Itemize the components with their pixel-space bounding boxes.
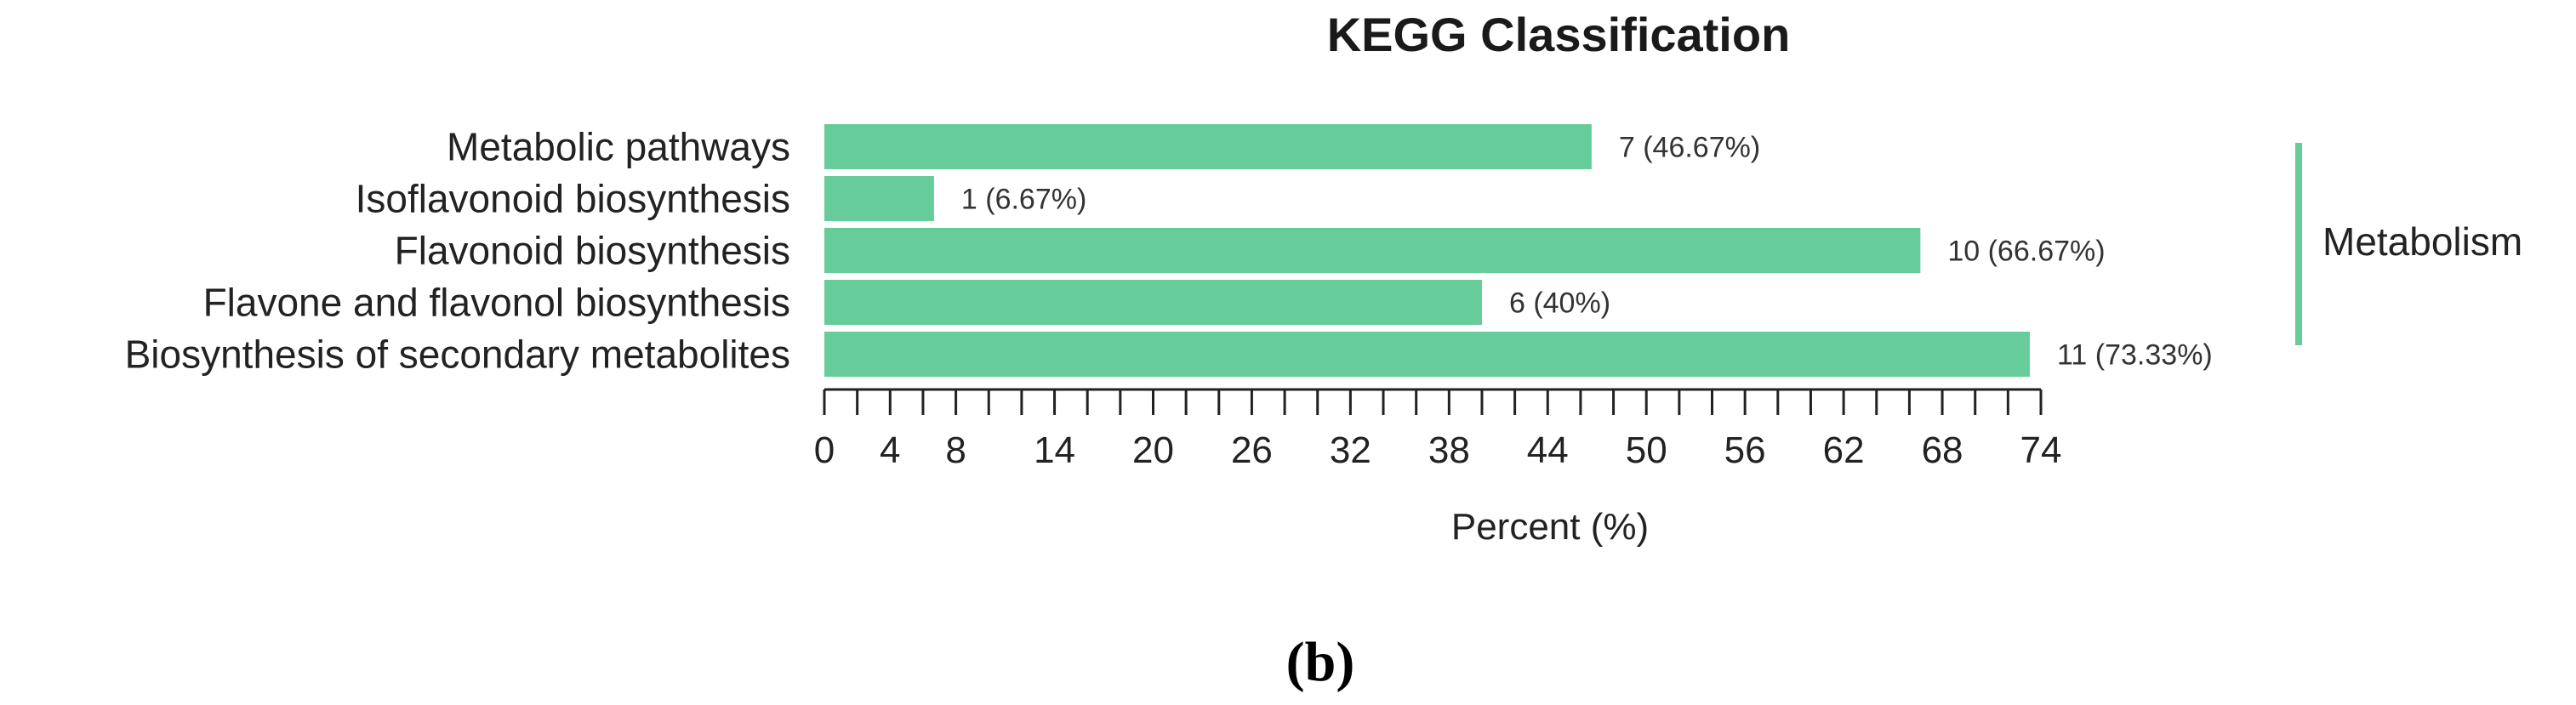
x-tick-label-0: 0	[814, 429, 835, 471]
bar-flavone-and-flavonol-biosynthesis	[824, 280, 1482, 325]
data-label-metabolic-pathways: 7 (46.67%)	[1619, 132, 1760, 164]
data-label-flavonoid-biosynthesis: 10 (66.67%)	[1947, 236, 2105, 268]
category-label-metabolic-pathways: Metabolic pathways	[447, 125, 790, 169]
category-label-biosynthesis-of-secondary-metabolites: Biosynthesis of secondary metabolites	[125, 333, 790, 377]
x-axis: 0 4 8 14 20 26 32 38 44 50 56 62 68 74	[814, 388, 2062, 471]
chart-title: KEGG Classification	[1327, 8, 1791, 61]
x-tick-label-50: 50	[1626, 429, 1667, 471]
data-labels: 7 (46.67%) 1 (6.67%) 10 (66.67%) 6 (40%) 11 …	[961, 132, 2213, 372]
x-tick-label-8: 8	[945, 429, 966, 471]
x-tick-label-44: 44	[1527, 429, 1569, 471]
bars-group	[824, 124, 2031, 377]
bar-isoflavonoid-biosynthesis	[824, 176, 934, 221]
x-tick-label-14: 14	[1034, 429, 1075, 471]
x-tick-label-26: 26	[1231, 429, 1273, 471]
bar-flavonoid-biosynthesis	[824, 228, 1921, 273]
x-tick-label-38: 38	[1428, 429, 1470, 471]
data-label-flavone-and-flavonol-biosynthesis: 6 (40%)	[1509, 287, 1610, 320]
data-label-isoflavonoid-biosynthesis: 1 (6.67%)	[961, 184, 1086, 216]
category-label-flavonoid-biosynthesis: Flavonoid biosynthesis	[395, 229, 790, 273]
bar-metabolic-pathways	[824, 124, 1592, 169]
x-tick-label-62: 62	[1823, 429, 1865, 471]
x-tick-label-4: 4	[880, 429, 900, 471]
x-tick-label-74: 74	[2020, 429, 2062, 471]
panel-label: (b)	[1286, 631, 1355, 693]
category-label-flavone-and-flavonol-biosynthesis: Flavone and flavonol biosynthesis	[203, 281, 790, 325]
category-labels: Metabolic pathways Isoflavonoid biosynthe…	[125, 125, 790, 377]
category-label-isoflavonoid-biosynthesis: Isoflavonoid biosynthesis	[356, 177, 790, 221]
x-tick-label-20: 20	[1132, 429, 1174, 471]
group-label-metabolism: Metabolism	[2322, 219, 2522, 264]
data-label-biosynthesis-of-secondary-metabolites: 11 (73.33%)	[2057, 339, 2213, 372]
bar-biosynthesis-of-secondary-metabolites	[824, 332, 2031, 377]
x-tick-label-56: 56	[1724, 429, 1766, 471]
x-tick-label-32: 32	[1330, 429, 1371, 471]
x-tick-label-68: 68	[1922, 429, 1963, 471]
x-axis-title: Percent (%)	[1451, 506, 1649, 548]
